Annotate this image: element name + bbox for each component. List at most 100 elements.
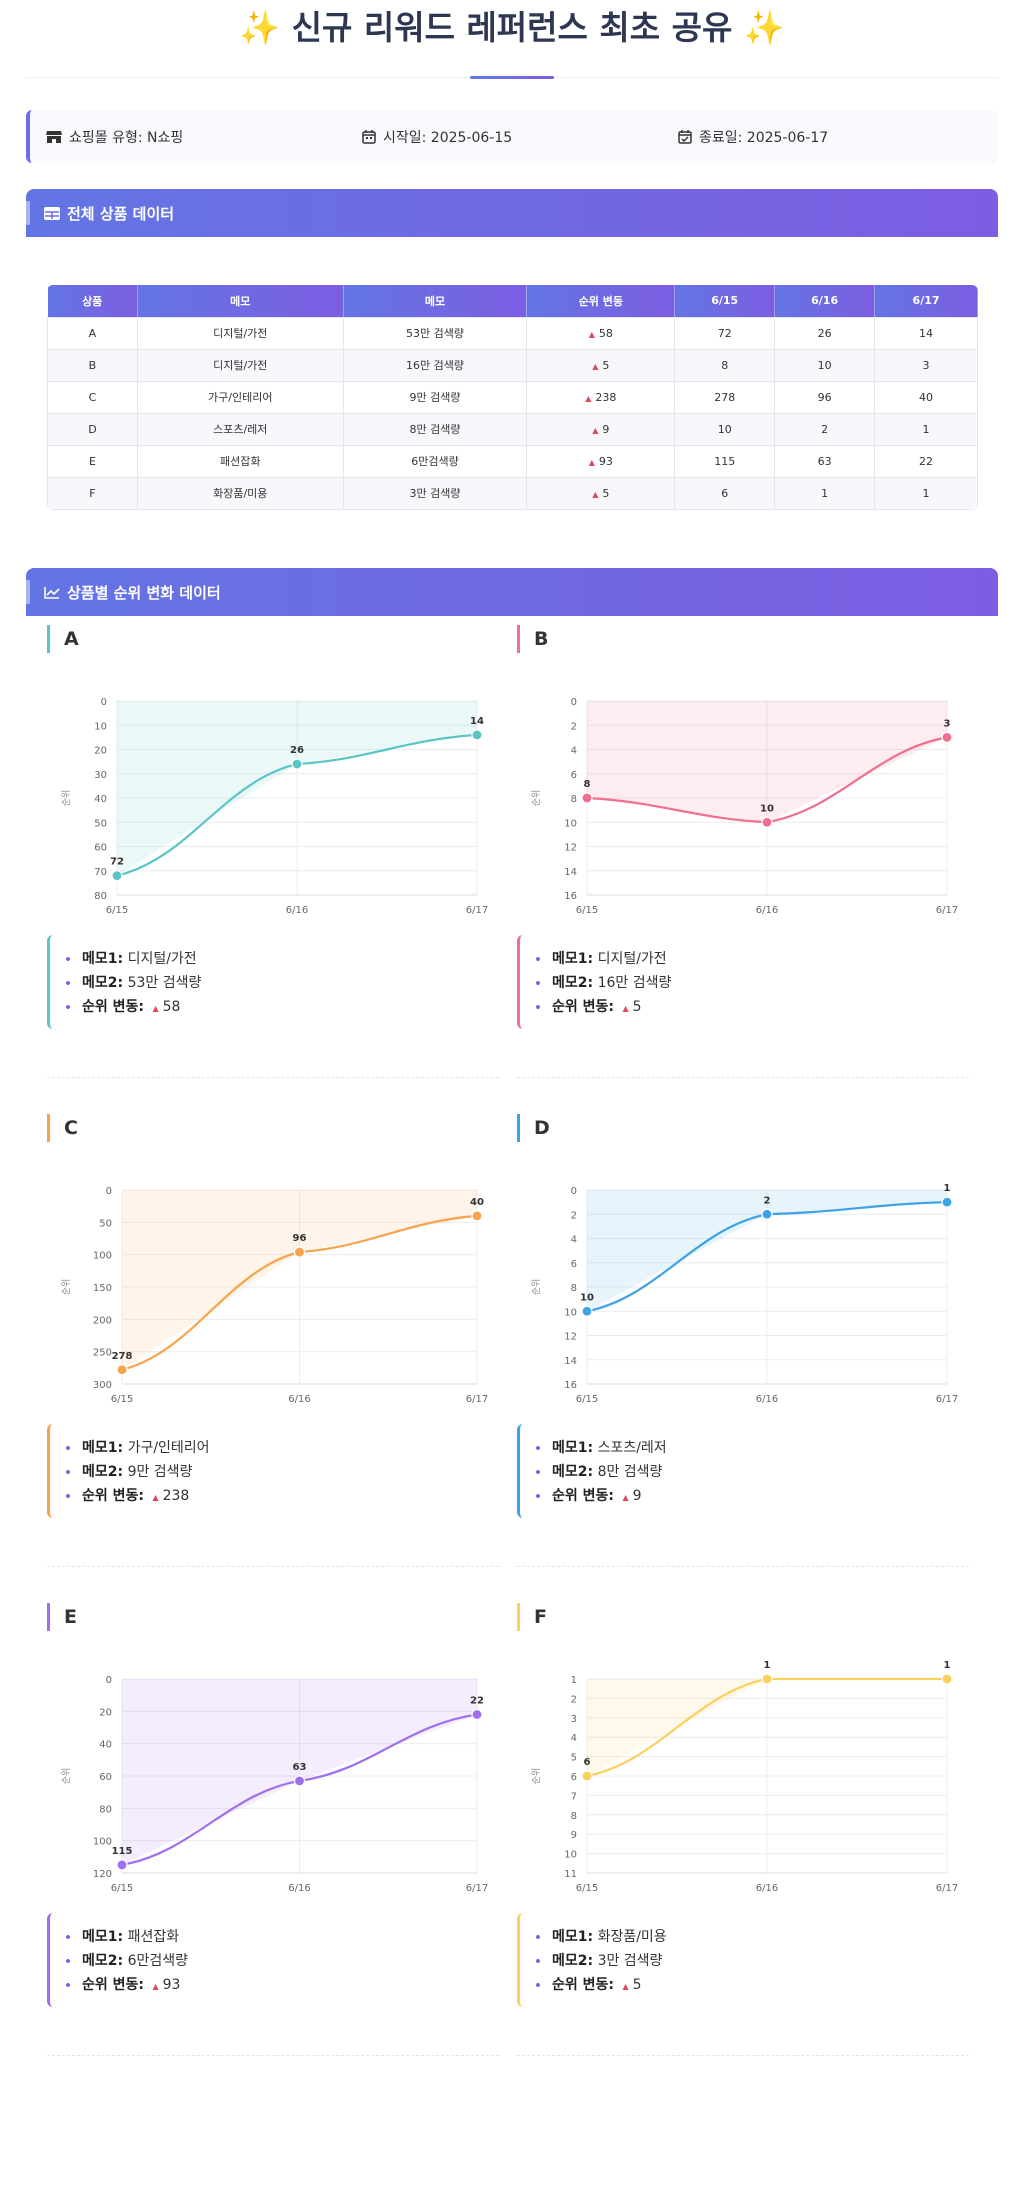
info-end-date: 종료일: 2025-06-17 bbox=[662, 127, 978, 147]
detail-rank-change: 순위 변동: ▲ 5 bbox=[536, 995, 969, 1021]
x-tick-label: 6/17 bbox=[466, 905, 488, 916]
card-divider bbox=[517, 2055, 969, 2056]
y-tick-label: 12 bbox=[564, 843, 577, 854]
y-tick-label: 6 bbox=[571, 1772, 577, 1783]
triangle-up-icon: ▲ bbox=[622, 1493, 629, 1502]
rank-line-chart: 0 10 20 30 40 50 60 70 80 6/15 6/16 6/17 순위 72 26 14 bbox=[61, 697, 488, 916]
cell-day1: 6 bbox=[674, 476, 776, 510]
detail-memo2-label: 메모2: bbox=[552, 975, 594, 991]
detail-memo2-value: 16만 검색량 bbox=[597, 975, 672, 991]
chart-line-icon bbox=[44, 586, 60, 599]
series-area bbox=[587, 701, 947, 823]
info-mall-type-text: 쇼핑몰 유형: N쇼핑 bbox=[69, 129, 184, 146]
cell-rank-change: ▲ 9 bbox=[526, 412, 676, 446]
detail-memo1: 메모1: 디지털/가전 bbox=[536, 947, 969, 971]
table-section-title: 전체 상품 데이터 bbox=[67, 204, 175, 223]
card-divider bbox=[47, 1077, 499, 1078]
detail-memo2: 메모2: 9만 검색량 bbox=[66, 1460, 499, 1484]
x-tick-label: 6/15 bbox=[106, 905, 128, 916]
x-tick-label: 6/17 bbox=[936, 905, 958, 916]
y-tick-label: 8 bbox=[571, 1283, 577, 1294]
data-label: 115 bbox=[112, 1846, 133, 1857]
detail-rank-change: 순위 변동: ▲ 58 bbox=[66, 995, 499, 1021]
data-label: 278 bbox=[112, 1351, 133, 1362]
y-tick-label: 60 bbox=[99, 1772, 112, 1783]
triangle-up-icon: ▲ bbox=[592, 425, 599, 435]
y-tick-label: 20 bbox=[99, 1707, 112, 1718]
product-chart-card: C 0 50 100 150 200 250 300 6/15 6/16 6/17 순위 278 96 40… bbox=[47, 1114, 499, 1574]
series-area bbox=[122, 1190, 477, 1370]
header-memo2: 메모 bbox=[343, 285, 528, 317]
y-tick-label: 0 bbox=[571, 697, 577, 708]
title-accent-bar bbox=[470, 76, 554, 79]
data-label: 10 bbox=[760, 803, 774, 814]
product-table: 상품 메모 메모 순위 변동 6/15 6/16 6/17 A 디지털/가전 53만… bbox=[47, 285, 978, 510]
y-tick-label: 50 bbox=[99, 1218, 112, 1229]
calendar-check-icon bbox=[678, 129, 692, 144]
data-label: 26 bbox=[290, 745, 304, 756]
detail-memo1-value: 디지털/가전 bbox=[127, 951, 197, 967]
detail-memo2-value: 9만 검색량 bbox=[127, 1464, 193, 1480]
y-tick-label: 0 bbox=[106, 1675, 112, 1686]
rank-line-chart: 0 20 40 60 80 100 120 6/15 6/16 6/17 순위 115 63 22 bbox=[61, 1675, 488, 1894]
y-tick-label: 80 bbox=[99, 1804, 112, 1815]
chart-card-title: A bbox=[47, 625, 79, 653]
table-row: C 가구/인테리어 9만 검색량 ▲ 238 278 96 40 bbox=[47, 380, 978, 414]
header-product: 상품 bbox=[47, 285, 138, 317]
data-label: 3 bbox=[944, 718, 951, 729]
detail-memo2: 메모2: 8만 검색량 bbox=[536, 1460, 969, 1484]
y-tick-label: 10 bbox=[564, 1307, 577, 1318]
x-tick-label: 6/15 bbox=[111, 1394, 133, 1405]
data-point bbox=[581, 1305, 593, 1317]
product-chart-card: F 1 2 3 4 5 6 7 8 9 10 11 6/15 6/16 6/17 순위 6 1 1 메모1: 화장품/… bbox=[517, 1603, 969, 2063]
detail-memo2-label: 메모2: bbox=[552, 1464, 594, 1480]
y-axis-label: 순위 bbox=[61, 790, 72, 807]
x-tick-label: 6/17 bbox=[466, 1883, 488, 1894]
data-point bbox=[471, 729, 483, 741]
x-tick-label: 6/15 bbox=[111, 1883, 133, 1894]
detail-rank-change: 순위 변동: ▲ 5 bbox=[536, 1973, 969, 1999]
detail-memo2-value: 53만 검색량 bbox=[127, 975, 202, 991]
cell-day3: 22 bbox=[874, 444, 978, 478]
y-tick-label: 50 bbox=[94, 818, 107, 829]
detail-memo1: 메모1: 패션잡화 bbox=[66, 1925, 499, 1949]
y-tick-label: 14 bbox=[564, 1356, 577, 1367]
detail-memo2: 메모2: 53만 검색량 bbox=[66, 971, 499, 995]
data-point bbox=[116, 1859, 128, 1871]
cell-memo2: 53만 검색량 bbox=[342, 316, 528, 350]
cell-memo2: 6만검색량 bbox=[342, 444, 528, 478]
cell-memo2: 9만 검색량 bbox=[342, 380, 528, 414]
detail-rank-change: 순위 변동: ▲ 9 bbox=[536, 1484, 969, 1510]
header-day1: 6/15 bbox=[674, 285, 776, 317]
x-tick-label: 6/16 bbox=[286, 905, 308, 916]
detail-memo1-value: 화장품/미용 bbox=[597, 1929, 667, 1945]
table-row: D 스포츠/레저 8만 검색량 ▲ 9 10 2 1 bbox=[47, 412, 978, 446]
y-tick-label: 300 bbox=[93, 1380, 112, 1391]
product-chart-card: A 0 10 20 30 40 50 60 70 80 6/15 6/16 6/17 순위 72 26 14 메모… bbox=[47, 625, 499, 1085]
cell-day3: 3 bbox=[874, 348, 978, 382]
detail-memo2-label: 메모2: bbox=[82, 975, 124, 991]
detail-memo2-label: 메모2: bbox=[82, 1953, 124, 1969]
info-mall-type: 쇼핑몰 유형: N쇼핑 bbox=[30, 127, 346, 147]
detail-memo1-value: 가구/인테리어 bbox=[127, 1440, 210, 1456]
data-point bbox=[471, 1708, 483, 1721]
y-tick-label: 8 bbox=[571, 794, 577, 805]
data-point bbox=[941, 1673, 953, 1685]
calendar-icon bbox=[362, 129, 376, 144]
card-divider bbox=[517, 1077, 969, 1078]
cell-day2: 26 bbox=[774, 316, 876, 350]
data-label: 2 bbox=[764, 1195, 771, 1206]
data-point bbox=[941, 1196, 953, 1208]
y-tick-label: 1 bbox=[571, 1675, 577, 1686]
detail-memo1-value: 스포츠/레저 bbox=[597, 1440, 667, 1456]
y-tick-label: 4 bbox=[571, 1235, 577, 1246]
triangle-up-icon: ▲ bbox=[588, 329, 595, 339]
x-tick-label: 6/16 bbox=[756, 1394, 778, 1405]
cell-day3: 1 bbox=[874, 412, 978, 446]
x-tick-label: 6/16 bbox=[288, 1394, 310, 1405]
data-label: 63 bbox=[293, 1762, 307, 1773]
cell-memo2: 16만 검색량 bbox=[342, 348, 528, 382]
